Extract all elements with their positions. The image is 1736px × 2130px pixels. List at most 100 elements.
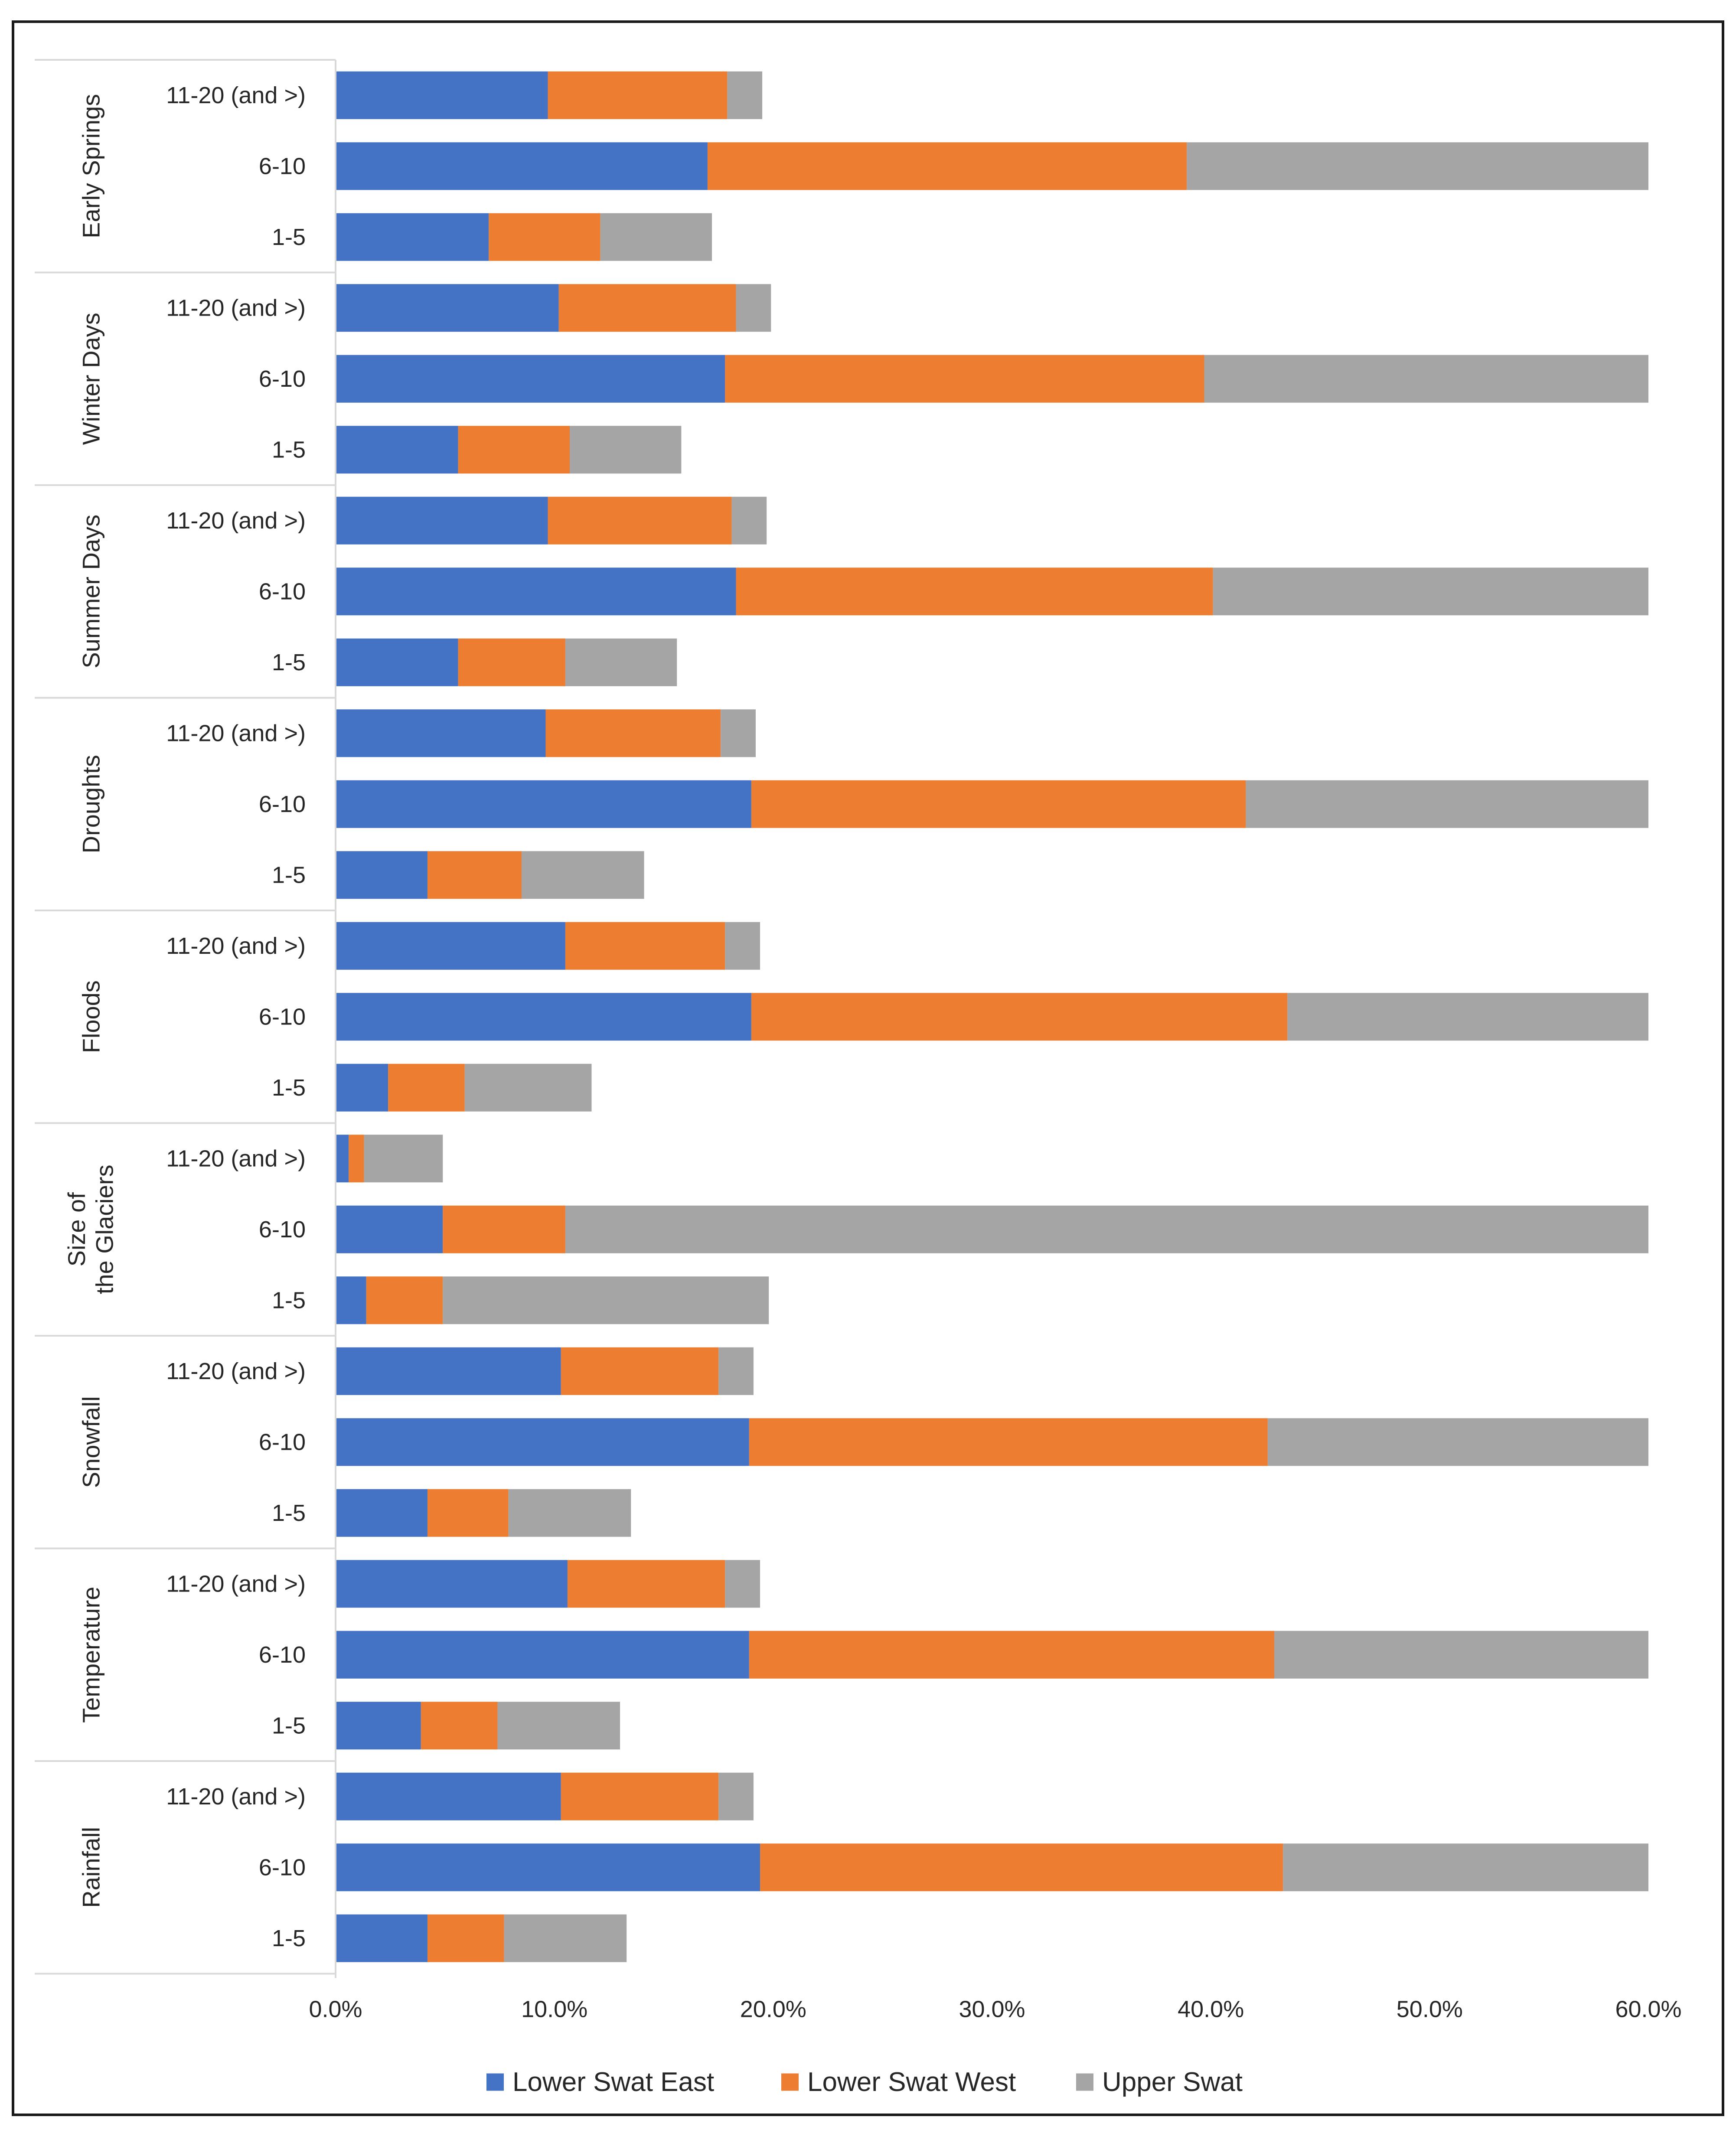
bar-upper-swat xyxy=(725,1560,760,1608)
bar-lower-swat-east xyxy=(336,1489,427,1537)
category-label: 11-20 (and >) xyxy=(166,295,306,321)
bar-upper-swat xyxy=(1246,780,1648,828)
bar-upper-swat xyxy=(721,709,756,757)
bar-lower-swat-east xyxy=(336,284,559,332)
bar-upper-swat xyxy=(565,1205,1649,1253)
x-tick-label: 10.0% xyxy=(521,1996,587,2022)
legend-swatch xyxy=(781,2073,799,2091)
bar-lower-swat-west xyxy=(489,213,600,261)
bar-lower-swat-west xyxy=(427,851,522,899)
bar-lower-swat-west xyxy=(458,426,570,474)
legend-swatch xyxy=(486,2073,504,2091)
bar-upper-swat xyxy=(1283,1843,1648,1892)
group-label-line: Size of xyxy=(63,1192,90,1267)
bar-lower-swat-east xyxy=(336,993,751,1041)
bar-upper-swat xyxy=(1267,1418,1648,1466)
bar-lower-swat-east xyxy=(336,1276,366,1324)
bar-lower-swat-west xyxy=(561,1772,719,1820)
bar-lower-swat-west xyxy=(545,709,721,757)
bar-lower-swat-west xyxy=(736,568,1213,616)
category-label: 6-10 xyxy=(259,1642,306,1668)
bar-upper-swat xyxy=(718,1347,754,1395)
x-tick-label: 30.0% xyxy=(959,1996,1025,2022)
bar-lower-swat-east xyxy=(336,1063,388,1112)
legend-swatch xyxy=(1076,2073,1093,2091)
bar-upper-swat xyxy=(731,496,767,545)
x-tick-label: 0.0% xyxy=(309,1996,362,2022)
category-label: 6-10 xyxy=(259,1004,306,1030)
bar-upper-swat xyxy=(504,1914,627,1962)
category-label: 1-5 xyxy=(272,1712,306,1739)
category-label: 1-5 xyxy=(272,437,306,463)
bar-lower-swat-east xyxy=(336,851,427,899)
bar-upper-swat xyxy=(565,638,677,686)
bar-lower-swat-west xyxy=(548,71,728,119)
bar-lower-swat-east xyxy=(336,1772,561,1820)
x-tick-label: 40.0% xyxy=(1178,1996,1244,2022)
x-tick-label: 50.0% xyxy=(1397,1996,1463,2022)
group-label: Snowfall xyxy=(78,1396,105,1488)
bar-lower-swat-west xyxy=(366,1276,443,1324)
category-label: 1-5 xyxy=(272,1287,306,1313)
category-label: 1-5 xyxy=(272,649,306,675)
bar-lower-swat-east xyxy=(336,1135,349,1183)
legend-label: Lower Swat East xyxy=(512,2067,714,2097)
bar-upper-swat xyxy=(1287,993,1648,1041)
group-label: Size ofthe Glaciers xyxy=(63,1164,118,1294)
bar-upper-swat xyxy=(736,284,771,332)
bar-lower-swat-east xyxy=(336,1205,443,1253)
category-label: 6-10 xyxy=(259,1429,306,1455)
bar-lower-swat-east xyxy=(336,496,548,545)
bar-lower-swat-west xyxy=(427,1914,504,1962)
bar-lower-swat-west xyxy=(725,355,1204,403)
legend-label: Upper Swat xyxy=(1102,2067,1243,2097)
category-label: 1-5 xyxy=(272,1925,306,1951)
bar-lower-swat-east xyxy=(336,1560,568,1608)
x-tick-label: 60.0% xyxy=(1615,1996,1681,2022)
bar-lower-swat-west xyxy=(565,922,725,970)
group-label-line: the Glaciers xyxy=(91,1164,118,1294)
group-label: Rainfall xyxy=(78,1827,105,1908)
category-label: 11-20 (and >) xyxy=(166,720,306,746)
bar-upper-swat xyxy=(1274,1631,1648,1679)
group-label: Winter Days xyxy=(78,313,105,445)
bar-lower-swat-west xyxy=(707,142,1187,190)
bar-upper-swat xyxy=(508,1489,631,1537)
group-label: Early Springs xyxy=(78,94,105,238)
bar-upper-swat xyxy=(727,71,763,119)
category-label: 6-10 xyxy=(259,1217,306,1243)
bar-lower-swat-west xyxy=(749,1631,1275,1679)
category-label: 1-5 xyxy=(272,1500,306,1526)
bar-lower-swat-west xyxy=(458,638,565,686)
bar-lower-swat-east xyxy=(336,709,546,757)
x-tick-label: 20.0% xyxy=(740,1996,806,2022)
bar-lower-swat-east xyxy=(336,638,458,686)
category-label: 11-20 (and >) xyxy=(166,82,306,108)
bar-lower-swat-west xyxy=(751,780,1246,828)
category-label: 11-20 (and >) xyxy=(166,1571,306,1597)
bar-lower-swat-east xyxy=(336,1702,421,1750)
bar-lower-swat-west xyxy=(388,1063,465,1112)
bar-lower-swat-west xyxy=(548,496,732,545)
bar-upper-swat xyxy=(443,1276,769,1324)
bar-lower-swat-west xyxy=(349,1135,364,1183)
category-label: 6-10 xyxy=(259,578,306,604)
bar-upper-swat xyxy=(1204,355,1648,403)
category-label: 6-10 xyxy=(259,153,306,179)
category-label: 11-20 (and >) xyxy=(166,1784,306,1810)
bar-lower-swat-west xyxy=(751,993,1288,1041)
bar-lower-swat-east xyxy=(336,142,708,190)
legend-label: Lower Swat West xyxy=(807,2067,1016,2097)
category-label: 6-10 xyxy=(259,366,306,392)
bar-lower-swat-west xyxy=(561,1347,719,1395)
bar-upper-swat xyxy=(1187,142,1648,190)
category-label: 11-20 (and >) xyxy=(166,933,306,959)
bar-lower-swat-east xyxy=(336,922,565,970)
bar-upper-swat xyxy=(600,213,712,261)
bar-upper-swat xyxy=(521,851,644,899)
bar-upper-swat xyxy=(1213,568,1648,616)
bar-lower-swat-east xyxy=(336,1914,427,1962)
bar-lower-swat-east xyxy=(336,426,458,474)
